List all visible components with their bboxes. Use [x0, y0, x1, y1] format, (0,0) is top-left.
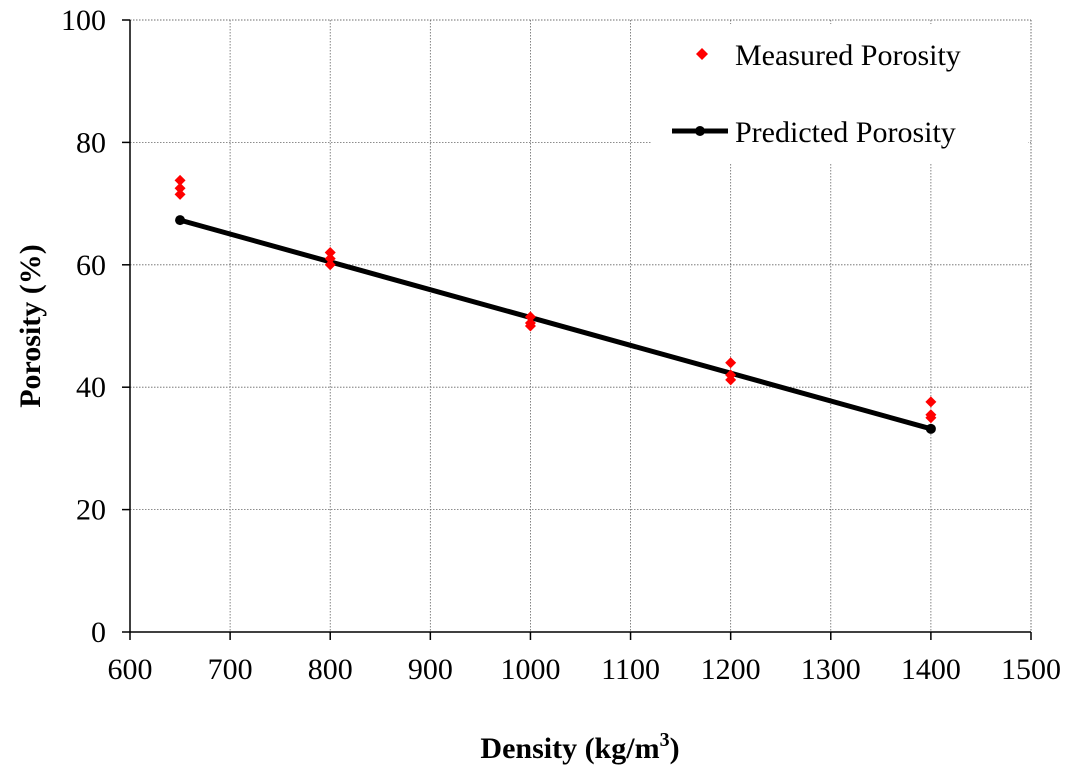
- measured-point: [174, 182, 186, 194]
- y-tick-label: 100: [61, 4, 106, 37]
- axes: [129, 20, 1031, 633]
- predicted-porosity-line: [179, 217, 932, 432]
- x-tick-label: 1400: [901, 653, 961, 686]
- x-tick-label: 1000: [500, 653, 560, 686]
- legend-label-predicted: Predicted Porosity: [735, 116, 956, 149]
- x-tick-label: 1300: [801, 653, 861, 686]
- tick-labels: 600 700 800 900 1000 1100 1200 1300 1400 1500 0 20 4…: [61, 4, 1061, 686]
- measured-point: [174, 174, 186, 186]
- measured-point: [925, 412, 937, 424]
- legend-circle-marker: [695, 126, 705, 136]
- x-tick-label: 600: [108, 653, 153, 686]
- measured-point: [725, 357, 737, 369]
- x-axis-title-main: Density (kg/m: [480, 732, 659, 765]
- measured-point: [174, 188, 186, 200]
- x-tick-label: 1500: [1001, 653, 1061, 686]
- predicted-point: [175, 215, 186, 226]
- x-tick-label: 800: [308, 653, 353, 686]
- y-tick-label: 40: [76, 371, 106, 404]
- legend-background: [652, 24, 1028, 164]
- legend-label-measured: Measured Porosity: [735, 39, 961, 72]
- y-axis-title: Porosity (%): [14, 244, 47, 408]
- series: [174, 174, 937, 434]
- legend-diamond-marker: [696, 48, 708, 60]
- x-axis-title: Density (kg/m3): [480, 729, 679, 765]
- measured-point: [725, 374, 737, 386]
- measured-point: [524, 320, 536, 332]
- tick-marks: [122, 19, 1032, 640]
- y-tick-label: 60: [76, 249, 106, 282]
- legend-item-measured: Measured Porosity: [696, 39, 961, 72]
- x-tick-label: 1100: [601, 653, 660, 686]
- x-tick-label: 700: [208, 653, 253, 686]
- measured-point: [324, 259, 336, 271]
- y-tick-label: 20: [76, 494, 106, 527]
- y-tick-label: 80: [76, 126, 106, 159]
- predicted-point: [925, 423, 936, 434]
- y-tick-label: 0: [91, 616, 106, 649]
- x-axis-title-tail: ): [670, 732, 680, 765]
- legend: Measured Porosity Predicted Porosity: [652, 24, 1028, 164]
- measured-point: [524, 311, 536, 323]
- legend-item-predicted: Predicted Porosity: [672, 116, 956, 149]
- measured-point: [324, 247, 336, 259]
- measured-point: [324, 253, 336, 265]
- x-tick-label: 900: [408, 653, 453, 686]
- x-tick-label: 1200: [701, 653, 761, 686]
- measured-point: [925, 396, 937, 408]
- x-axis-title-superscript: 3: [660, 729, 670, 751]
